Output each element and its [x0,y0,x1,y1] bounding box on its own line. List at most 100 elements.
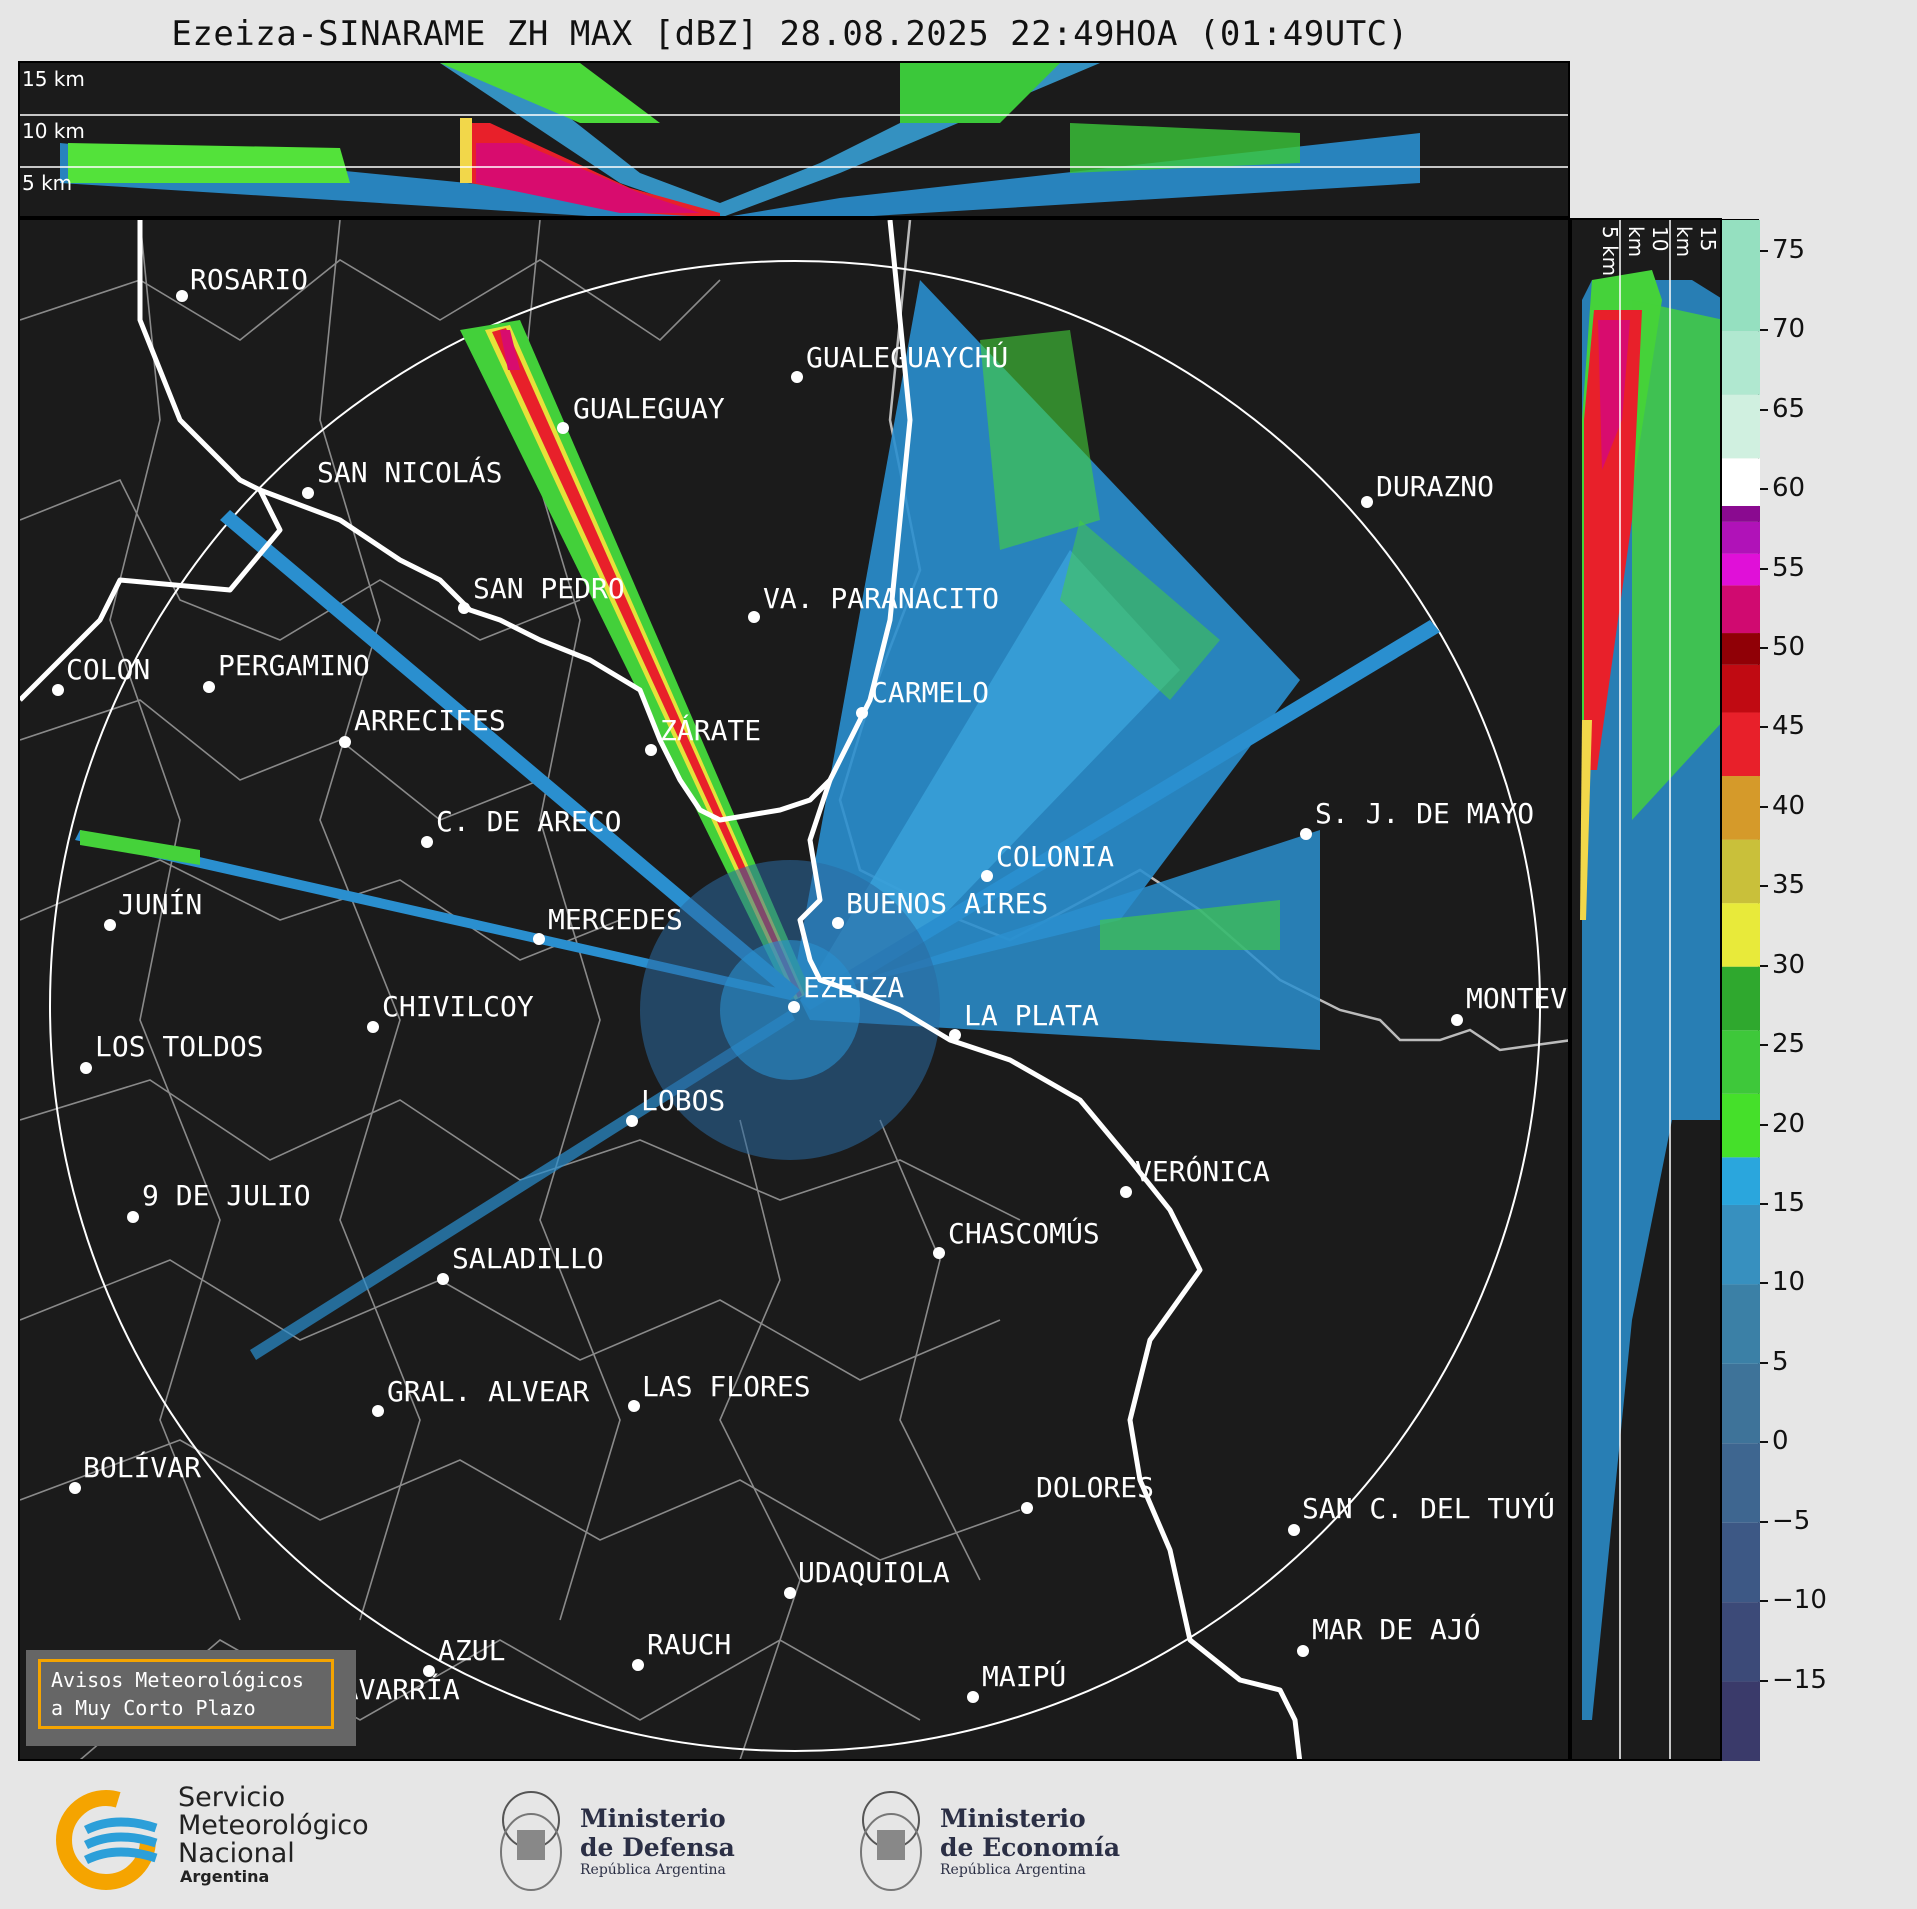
city-dot-la-plata [949,1029,961,1041]
defensa-seal-icon [495,1782,567,1896]
side-cross-section-panel: 5 km 10 km 15 km [1570,218,1722,1761]
city-label-colon: COLON [66,653,151,686]
smn-line-2: Meteorológico [178,1810,369,1841]
smn-line-1: Servicio [178,1782,286,1813]
colorbar-segment [1722,521,1760,554]
city-dot-rauch [632,1659,644,1671]
city-dot-gualeguaychu [791,371,803,383]
colorbar-tick [1760,964,1768,967]
city-label-chascomus: CHASCOMÚS [948,1217,1100,1250]
colorbar-segment [1722,394,1760,459]
city-label-arrecifes: ARRECIFES [354,704,506,737]
colorbar-segment [1722,839,1760,904]
colorbar-tick [1760,1123,1768,1126]
colorbar-tick-label: −10 [1772,1585,1827,1616]
city-dot-pergamino [203,681,215,693]
colorbar-segment [1722,1602,1760,1682]
side-cross-section-svg [1580,220,1720,1759]
colorbar-segment [1722,458,1760,506]
city-label-buenos-aires: BUENOS AIRES [846,887,1049,920]
height-label-10km: 10 km [22,119,85,143]
city-label-sj-de-mayo: S. J. DE MAYO [1315,797,1535,830]
city-label-va-paranacito: VA. PARANACITO [763,582,1000,615]
city-label-zarate: ZÁRATE [660,714,762,747]
defensa-line-3: República Argentina [580,1862,726,1878]
city-dot-buenos-aires [832,917,844,929]
city-label-lobos: LOBOS [641,1084,726,1117]
smn-logo-text: Servicio Meteorológico Nacional Argentin… [178,1784,369,1886]
footer: Servicio Meteorológico Nacional Argentin… [0,1762,1917,1909]
city-dot-junin [104,919,116,931]
city-dot-saladillo [437,1273,449,1285]
economia-line-2: de Economía [940,1833,1121,1862]
city-label-gualeguay: GUALEGUAY [573,392,725,425]
colorbar-tick-label: 25 [1772,1029,1806,1060]
colorbar-segment [1722,1030,1760,1094]
warning-box-frame[interactable]: Avisos Meteorológicos a Muy Corto Plazo [38,1659,334,1729]
colorbar-tick-label: 65 [1772,393,1806,424]
city-dot-c-de-areco [421,836,433,848]
smn-line-3: Nacional [178,1838,295,1869]
colorbar-tick [1760,488,1768,491]
smn-logo-icon [56,1790,158,1890]
city-label-rosario: ROSARIO [190,263,309,296]
city-dot-udaquiola [784,1587,796,1599]
colorbar-tick [1760,249,1768,252]
city-label-chivilcoy: CHIVILCOY [382,990,534,1023]
colorbar-tick [1760,646,1768,649]
city-label-la-plata: LA PLATA [964,999,1099,1032]
colorbar-tick [1760,1282,1768,1285]
radar-echoes [75,280,1440,1360]
defensa-line-2: de Defensa [580,1833,735,1862]
colorbar-segment [1722,1157,1760,1205]
city-dot-veronica [1120,1186,1132,1198]
warning-line-2: a Muy Corto Plazo [51,1696,256,1720]
city-label-carmelo: CARMELO [871,676,990,709]
colorbar-tick-label: 15 [1772,1187,1806,1218]
city-label-montevideo: MONTEVIDEO [1466,982,1568,1015]
city-dot-rosario [176,290,188,302]
side-height-label-15km: 15 km [1672,226,1720,258]
city-dot-montevideo [1451,1014,1463,1026]
defensa-line-1: Ministerio [580,1804,726,1833]
city-label-saladillo: SALADILLO [452,1242,604,1275]
city-label-dolores: DOLORES [1036,1471,1155,1504]
city-dot-san-c-del-tuyu [1288,1524,1300,1536]
city-dot-mercedes [533,933,545,945]
colorbar-segment [1722,553,1760,586]
city-label-pergamino: PERGAMINO [218,649,370,682]
colorbar-tick [1760,885,1768,888]
colorbar-segment [1722,1443,1760,1523]
colorbar-segment [1722,1681,1760,1761]
colorbar-tick [1760,1202,1768,1205]
colorbar-segment [1722,712,1760,777]
colorbar-tick-label: 40 [1772,790,1806,821]
city-dot-colonia [981,870,993,882]
city-label-veronica: VERÓNICA [1135,1155,1270,1188]
city-label-san-pedro: SAN PEDRO [473,572,625,605]
radar-map-panel: ROSARIO GUALEGUAYCHÚ GUALEGUAY SAN NICOL… [18,218,1570,1761]
colorbar-tick-label: 70 [1772,314,1806,345]
radar-map-svg [20,220,1568,1759]
colorbar-tick-label: 50 [1772,631,1806,662]
colorbar-tick [1760,1441,1768,1444]
colorbar-tick [1760,567,1768,570]
city-dot-maipu [967,1691,979,1703]
colorbar-tick-label: 45 [1772,711,1806,742]
city-dot-chascomus [933,1247,945,1259]
city-label-gral-alvear: GRAL. ALVEAR [387,1375,590,1408]
city-dot-durazno [1361,496,1373,508]
city-dot-los-toldos [80,1062,92,1074]
colorbar-tick-label: 60 [1772,473,1806,504]
colorbar-segment [1722,1284,1760,1364]
colorbar-segment [1722,1093,1760,1158]
colorbar-tick [1760,805,1768,808]
colorbar-tick-label: 0 [1772,1426,1789,1457]
warning-box[interactable]: Avisos Meteorológicos a Muy Corto Plazo [26,1650,356,1746]
city-label-colonia: COLONIA [996,840,1115,873]
colorbar-segment [1722,1522,1760,1603]
economia-seal-icon [855,1782,927,1896]
warning-line-1: Avisos Meteorológicos [51,1668,304,1692]
city-dot-mar-de-ajo [1297,1645,1309,1657]
city-label-san-c-del-tuyu: SAN C. DEL TUYÚ [1302,1492,1555,1525]
